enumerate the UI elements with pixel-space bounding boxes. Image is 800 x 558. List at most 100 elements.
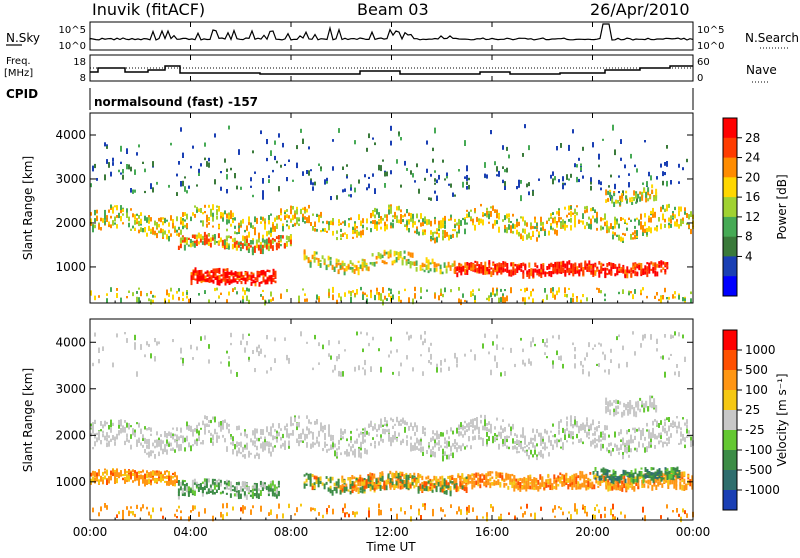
scatter-cell [350, 436, 352, 440]
scatter-cell [384, 485, 386, 491]
scatter-cell [254, 246, 256, 249]
scatter-cell [583, 483, 585, 488]
scatter-cell [162, 232, 164, 237]
scatter-cell [464, 140, 466, 146]
scatter-cell [212, 204, 214, 210]
scatter-cell [338, 293, 340, 298]
scatter-cell [378, 212, 380, 218]
scatter-cell [495, 477, 497, 479]
scatter-cell [547, 474, 549, 477]
scatter-cell [600, 217, 602, 221]
scatter-cell [610, 175, 612, 178]
scatter-cell [336, 481, 338, 486]
scatter-cell [456, 485, 458, 490]
scatter-cell [464, 269, 466, 274]
scatter-cell [356, 429, 358, 431]
scatter-cell [320, 260, 322, 262]
scatter-cell [310, 169, 312, 171]
scatter-cell [460, 487, 462, 489]
scatter-cell [138, 475, 140, 479]
scatter-cell [316, 437, 318, 440]
scatter-cell [256, 218, 258, 224]
scatter-cell [646, 232, 648, 235]
scatter-cell [528, 191, 530, 195]
scatter-cell [442, 479, 444, 484]
scatter-cell [332, 295, 334, 301]
scatter-cell [186, 190, 188, 193]
freq-panel: Freq. [MHz] 18 8 60 0 Nave [4, 55, 777, 84]
scatter-cell [242, 481, 244, 485]
scatter-cell [352, 237, 354, 239]
scatter-cell [649, 196, 651, 199]
scatter-cell [374, 427, 376, 430]
scatter-cell [160, 434, 162, 437]
scatter-cell [666, 181, 668, 187]
scatter-cell [158, 231, 160, 234]
scatter-cell [148, 215, 150, 217]
scatter-cell [464, 229, 466, 235]
scatter-cell [256, 438, 258, 441]
scatter-cell [296, 209, 298, 214]
scatter-cell [486, 211, 488, 215]
scatter-cell [672, 213, 674, 216]
scatter-cell [238, 490, 240, 495]
scatter-cell [518, 222, 520, 226]
scatter-cell [228, 488, 230, 490]
scatter-cell [209, 276, 211, 279]
scatter-cell [450, 481, 452, 484]
scatter-cell [212, 237, 214, 241]
scatter-cell [208, 218, 210, 221]
scatter-cell [274, 484, 276, 488]
scatter-cell [204, 415, 206, 419]
scatter-cell [192, 146, 194, 149]
scatter-cell [570, 419, 572, 422]
scatter-cell [666, 417, 668, 420]
scatter-cell [221, 274, 223, 276]
scatter-cell [388, 436, 390, 441]
scatter-cell [226, 299, 228, 303]
scatter-cell [430, 449, 432, 455]
scatter-cell [618, 432, 620, 436]
scatter-cell [582, 270, 584, 275]
scatter-cell [434, 170, 436, 173]
scatter-cell [494, 161, 496, 165]
scatter-cell [518, 265, 520, 269]
colorbar-tick-label: 8 [745, 230, 753, 244]
scatter-cell [566, 440, 568, 442]
scatter-cell [276, 236, 278, 239]
scatter-cell [426, 290, 428, 292]
scatter-cell [493, 480, 495, 483]
scatter-cell [230, 437, 232, 440]
scatter-cell [160, 445, 162, 450]
scatter-cell [622, 238, 624, 241]
scatter-cell [136, 297, 138, 302]
scatter-cell [260, 436, 262, 439]
scatter-cell [503, 483, 505, 488]
scatter-cell [560, 261, 562, 265]
scatter-cell [516, 447, 518, 451]
scatter-cell [416, 261, 418, 266]
scatter-cell [400, 137, 402, 140]
scatter-cell [472, 289, 474, 292]
scatter-cell [498, 444, 500, 450]
scatter-cell [240, 226, 242, 228]
scatter-cell [619, 196, 621, 199]
scatter-cell [588, 266, 590, 272]
scatter-cell [374, 262, 376, 267]
scatter-cell [502, 428, 504, 433]
scatter-cell [384, 226, 386, 231]
scatter-cell [126, 423, 128, 428]
scatter-cell [364, 430, 366, 435]
scatter-cell [170, 448, 172, 451]
scatter-cell [620, 267, 622, 270]
scatter-cell [260, 429, 262, 435]
scatter-cell [148, 479, 150, 484]
scatter-cell [540, 228, 542, 232]
scatter-cell [168, 223, 170, 227]
scatter-cell [590, 179, 592, 182]
scatter-cell [510, 427, 512, 432]
scatter-cell [292, 215, 294, 220]
scatter-cell [280, 445, 282, 449]
scatter-cell [439, 476, 441, 479]
scatter-cell [195, 273, 197, 276]
